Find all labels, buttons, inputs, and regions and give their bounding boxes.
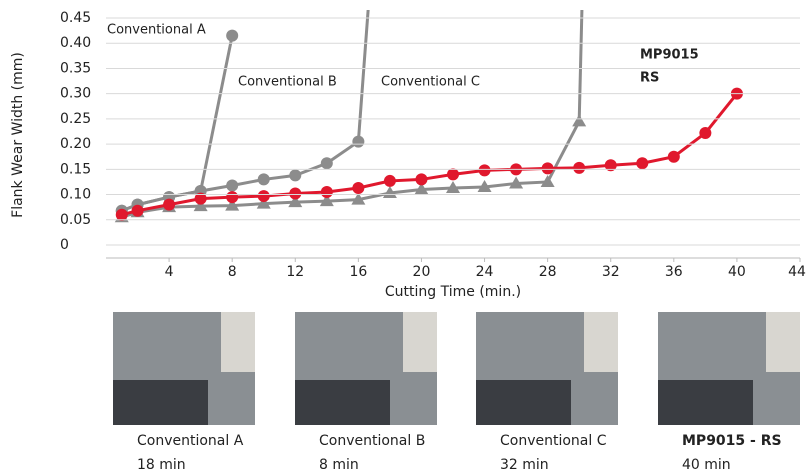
- point: [319, 194, 334, 207]
- point: [256, 196, 271, 209]
- x-tick-label: 16: [349, 264, 367, 280]
- y-axis-label: Flank Wear Width (mm): [10, 52, 26, 218]
- photo-bg: [584, 312, 618, 372]
- x-tick-label: 40: [728, 264, 746, 280]
- photo-tool: [658, 380, 753, 425]
- y-tick-label: 0.35: [60, 60, 91, 76]
- photo-bg: [221, 312, 255, 372]
- point: [226, 29, 239, 42]
- point: [226, 179, 239, 192]
- series-line: [121, 35, 234, 213]
- point: [163, 198, 176, 211]
- point: [540, 174, 555, 187]
- photo-time: 40 min: [682, 457, 731, 473]
- photo-tool: [295, 380, 390, 425]
- point: [447, 168, 459, 181]
- point: [383, 174, 396, 187]
- point: [478, 164, 491, 177]
- point: [225, 198, 240, 211]
- point: [131, 204, 144, 217]
- point: [351, 192, 366, 205]
- point: [194, 192, 207, 205]
- photo-tool: [113, 380, 208, 425]
- point: [289, 187, 302, 200]
- x-tick-label: 28: [539, 264, 557, 280]
- y-tick-label: 0: [60, 237, 69, 253]
- point: [289, 169, 302, 182]
- x-tick-label: 20: [413, 264, 431, 280]
- y-tick-label: 0.10: [60, 187, 91, 203]
- photo-time: 18 min: [137, 457, 186, 473]
- point: [636, 157, 649, 170]
- point: [572, 114, 587, 127]
- point: [573, 161, 586, 174]
- point: [288, 195, 303, 208]
- point: [352, 135, 365, 148]
- y-tick-label: 0.40: [60, 35, 91, 51]
- point: [226, 191, 239, 204]
- point: [667, 150, 680, 163]
- point: [699, 127, 712, 140]
- series-line: [121, 10, 370, 213]
- y-tick-label: 0.15: [60, 161, 91, 177]
- series-label: Conventional C: [381, 75, 480, 90]
- point: [415, 173, 428, 186]
- annotation: MP9015: [640, 48, 699, 63]
- point: [446, 180, 460, 193]
- photo-time: 8 min: [319, 457, 359, 473]
- y-tick-label: 0.05: [60, 212, 91, 228]
- y-tick-label: 0.25: [60, 111, 91, 127]
- point: [414, 182, 429, 195]
- series-label: Conventional A: [107, 23, 206, 38]
- x-tick-label: 12: [286, 264, 304, 280]
- point: [257, 190, 270, 203]
- photo-time: 32 min: [500, 457, 549, 473]
- x-tick-label: 4: [165, 264, 174, 280]
- y-tick-label: 0.20: [60, 136, 91, 152]
- point: [604, 159, 617, 172]
- photo-bg: [403, 312, 437, 372]
- x-tick-label: 36: [665, 264, 683, 280]
- point: [257, 173, 270, 186]
- point: [193, 199, 208, 212]
- photo-caption: Conventional B: [319, 433, 425, 449]
- x-axis-label: Cutting Time (min.): [385, 284, 521, 300]
- series-label: Conventional B: [238, 75, 337, 90]
- photo-tool: [476, 380, 571, 425]
- photo-caption: Conventional C: [500, 433, 607, 449]
- photo-caption: MP9015 - RS: [682, 433, 782, 449]
- series-line: [121, 92, 739, 217]
- point: [352, 181, 365, 194]
- point: [541, 162, 554, 175]
- x-tick-label: 24: [476, 264, 494, 280]
- point: [320, 157, 333, 170]
- point: [509, 176, 524, 189]
- annotation: RS: [640, 71, 659, 86]
- x-tick-label: 44: [788, 264, 806, 280]
- y-tick-label: 0.45: [60, 10, 91, 26]
- plot-area: [114, 10, 743, 223]
- point: [115, 208, 128, 221]
- photo-caption: Conventional A: [137, 433, 244, 449]
- point: [477, 179, 492, 192]
- point: [320, 186, 333, 199]
- x-tick-label: 8: [228, 264, 237, 280]
- x-tick-label: 32: [602, 264, 620, 280]
- photo-bg: [766, 312, 800, 372]
- y-tick-label: 0.30: [60, 86, 91, 102]
